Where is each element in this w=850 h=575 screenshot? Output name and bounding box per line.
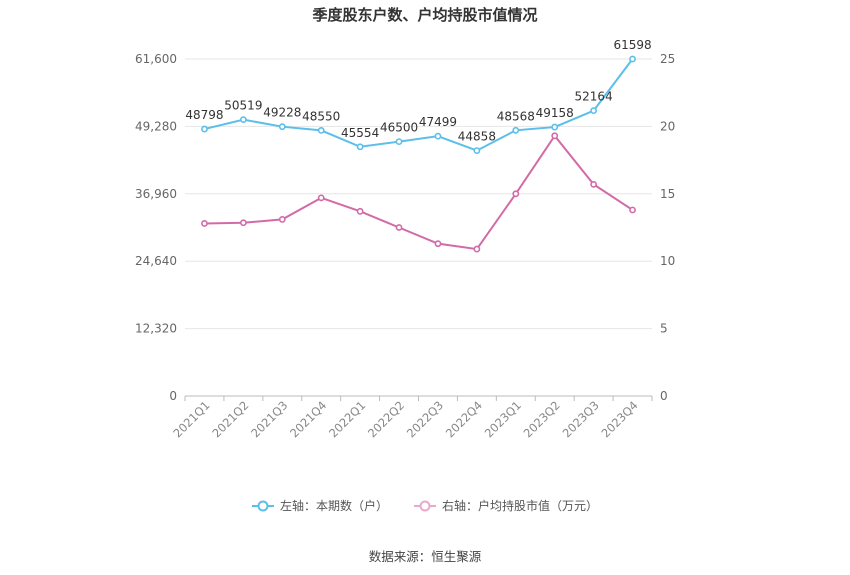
legend-label-left: 左轴：本期数（户） xyxy=(279,499,388,513)
data-label: 45554 xyxy=(341,126,379,140)
x-axis-tick-label: 2022Q1 xyxy=(326,398,368,440)
data-point-market-value xyxy=(512,190,520,198)
data-point-market-value xyxy=(434,240,442,248)
data-point-market-value xyxy=(317,194,325,202)
right-axis-tick-label: 0 xyxy=(660,389,668,403)
x-axis-tick-label: 2023Q3 xyxy=(560,398,602,440)
data-point-market-value xyxy=(201,220,208,227)
data-label: 52164 xyxy=(575,90,613,104)
left-axis-tick-label: 61,600 xyxy=(135,52,177,66)
data-point-market-value xyxy=(239,219,247,227)
x-axis-tick-label: 2021Q3 xyxy=(248,398,290,440)
data-label: 49228 xyxy=(263,106,301,120)
data-point-households xyxy=(434,132,442,140)
right-axis-tick-label: 20 xyxy=(660,119,675,133)
legend-label-right: 右轴：户均持股市值（万元） xyxy=(442,499,599,513)
data-label: 48568 xyxy=(497,109,535,123)
data-point-market-value xyxy=(590,180,598,188)
left-axis-tick-label: 12,320 xyxy=(135,322,177,336)
data-point-market-value xyxy=(551,132,559,140)
right-axis-tick-label: 10 xyxy=(660,254,675,268)
legend-marker-left-icon xyxy=(251,500,274,511)
data-point-households xyxy=(239,116,247,124)
data-label: 49158 xyxy=(536,106,574,120)
data-label: 48550 xyxy=(302,109,340,123)
data-point-households xyxy=(317,126,325,134)
data-point-market-value xyxy=(395,224,403,231)
chart-title: 季度股东户数、户均持股市值情况 xyxy=(312,6,538,24)
data-label: 47499 xyxy=(419,115,457,129)
left-axis-tick-label: 49,280 xyxy=(135,119,177,133)
data-label: 44858 xyxy=(458,130,496,144)
x-axis-tick-label: 2021Q2 xyxy=(209,398,251,440)
right-axis-tick-label: 15 xyxy=(660,187,675,201)
series-line-market-value xyxy=(204,134,634,251)
left-axis-tick-label: 0 xyxy=(169,389,177,403)
x-axis-tick-label: 2023Q4 xyxy=(598,398,640,440)
data-point-households xyxy=(395,138,403,146)
data-point-market-value xyxy=(278,216,286,223)
x-axis-tick-label: 2021Q4 xyxy=(287,398,329,440)
data-point-households xyxy=(629,55,636,63)
data-point-households xyxy=(551,123,559,131)
x-axis-tick-label: 2022Q3 xyxy=(404,398,446,440)
data-label: 61598 xyxy=(613,38,651,52)
data-label: 50519 xyxy=(224,99,262,113)
x-axis-tick-label: 2023Q2 xyxy=(521,398,563,440)
series-line-households xyxy=(204,58,634,152)
chart-legend: 左轴：本期数（户） 右轴：户均持股市值（万元） xyxy=(0,497,850,514)
data-point-market-value xyxy=(473,245,481,253)
x-axis-tick-label: 2021Q1 xyxy=(170,398,212,440)
data-point-households xyxy=(512,126,520,134)
left-axis-tick-label: 36,960 xyxy=(135,187,177,201)
left-axis-tick-label: 24,640 xyxy=(135,254,177,268)
right-axis-tick-label: 25 xyxy=(660,52,675,66)
right-axis-tick-label: 5 xyxy=(660,322,668,336)
data-point-market-value xyxy=(356,207,364,215)
x-axis-tick-label: 2022Q4 xyxy=(443,398,485,440)
legend-marker-right-icon xyxy=(414,500,436,511)
data-source: 数据来源：恒生聚源 xyxy=(368,549,482,564)
legend-item-left[interactable]: 左轴：本期数（户） xyxy=(251,497,388,514)
data-point-households xyxy=(473,147,481,154)
data-point-households xyxy=(590,107,598,115)
data-point-market-value xyxy=(629,206,636,214)
data-point-households xyxy=(201,125,208,133)
data-label: 48798 xyxy=(185,108,223,122)
x-axis-tick-label: 2022Q2 xyxy=(365,398,407,440)
data-point-households xyxy=(356,143,364,151)
x-axis-tick-label: 2023Q1 xyxy=(482,398,524,440)
legend-item-right[interactable]: 右轴：户均持股市值（万元） xyxy=(414,497,598,514)
data-point-households xyxy=(278,123,286,131)
data-label: 46500 xyxy=(380,121,418,135)
